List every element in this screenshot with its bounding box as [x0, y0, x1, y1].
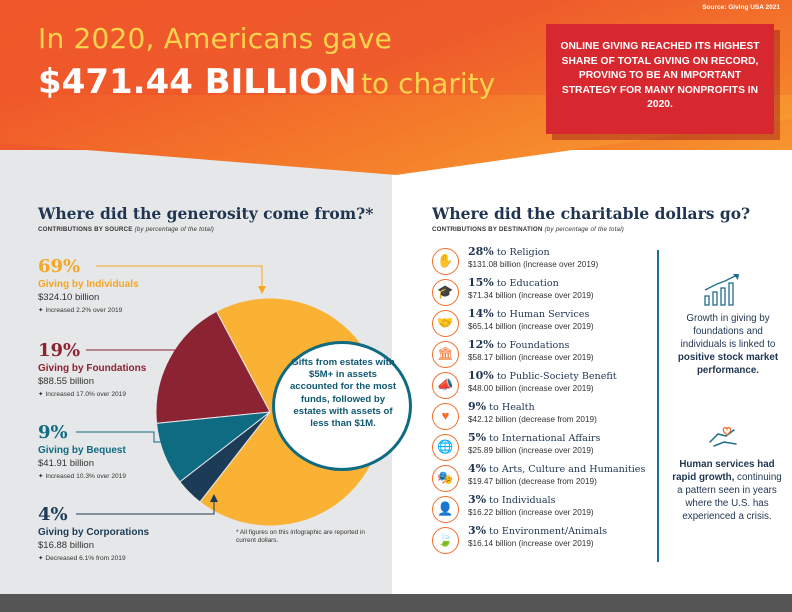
human-services-note: Human services had rapid growth, continu…	[672, 459, 782, 522]
source-pct: 4%	[38, 504, 68, 525]
source-bequest: 9% Giving by Bequest $41.91 billion ✦ In…	[38, 422, 126, 480]
callout-lead: ONLINE GIVING	[560, 41, 639, 52]
leaf-icon: 🍃	[432, 527, 459, 554]
destination-individuals: 👤 3% to Individuals $16.22 billion (incr…	[432, 493, 652, 526]
destination-title: 12% to Foundations	[468, 338, 570, 351]
destination-health: ♥ 9% to Health $42.12 billion (decrease …	[432, 400, 652, 433]
connector-individuals	[96, 265, 263, 288]
source-citation: Source: Giving USA 2021	[702, 4, 780, 11]
dollars-footnote: * All figures on this infographic are re…	[236, 529, 365, 544]
source-individuals: 69% Giving by Individuals $324.10 billio…	[38, 256, 139, 314]
destination-title: 9% to Health	[468, 400, 535, 413]
destination-title: 28% to Religion	[468, 245, 550, 258]
destination-amount: $25.89 billion (increase over 2019)	[468, 446, 594, 455]
source-pct: 19%	[38, 340, 81, 361]
source-corporations: 4% Giving by Corporations $16.88 billion…	[38, 504, 149, 562]
destination-arts: 🎭 4% to Arts, Culture and Humanities $19…	[432, 462, 652, 495]
destination-religion: ✋ 28% to Religion $131.08 billion (incre…	[432, 245, 652, 278]
source-pct: 69%	[38, 256, 81, 277]
right-subtitle-text: CONTRIBUTIONS BY DESTINATION	[432, 226, 543, 233]
destination-amount: $58.17 billion (increase over 2019)	[468, 353, 594, 362]
source-pct: 9%	[38, 422, 68, 443]
source-name: Giving by Individuals	[38, 279, 139, 290]
globe-icon: 🌐	[432, 434, 459, 461]
source-change: ✦ Increased 2.2% over 2019	[38, 307, 123, 314]
source-name: Giving by Foundations	[38, 363, 147, 374]
pie-slice-corporations	[179, 411, 271, 503]
heart-pulse-icon: ♥	[432, 403, 459, 430]
divider-line	[657, 250, 659, 562]
arrow-individuals	[258, 286, 266, 294]
headline-suffix: to charity	[361, 67, 496, 100]
destination-title: 4% to Arts, Culture and Humanities	[468, 462, 646, 475]
right-subtitle-note: (by percentage of the total)	[544, 226, 625, 233]
source-name: Giving by Corporations	[38, 527, 150, 538]
source-foundations: 19% Giving by Foundations $88.55 billion…	[38, 340, 146, 398]
callout-text: REACHED ITS HIGHEST SHARE OF TOTAL GIVIN…	[561, 41, 760, 110]
source-name: Giving by Bequest	[38, 445, 126, 456]
destination-amount: $16.14 billion (increase over 2019)	[468, 539, 594, 548]
destination-international: 🌐 5% to International Affairs $25.89 bil…	[432, 431, 652, 464]
left-subtitle-note: (by percentage of the total)	[134, 226, 215, 233]
pie-slice-foundations	[155, 310, 271, 424]
left-section-subtitle: CONTRIBUTIONS BY SOURCE (by percentage o…	[38, 226, 214, 233]
source-change: ✦ Increased 10.3% over 2019	[38, 473, 127, 480]
arrow-corporations	[210, 494, 218, 502]
arrow-bequest	[170, 438, 178, 446]
source-amount: $16.88 billion	[38, 540, 94, 551]
destination-title: 15% to Education	[468, 276, 559, 289]
left-subtitle-text: CONTRIBUTIONS BY SOURCE	[38, 226, 133, 233]
destination-amount: $131.08 billion (increase over 2019)	[468, 260, 599, 269]
destination-foundations: 🏛 12% to Foundations $58.17 billion (inc…	[432, 338, 652, 371]
growth-chart-icon	[704, 274, 739, 306]
destination-title: 14% to Human Services	[468, 307, 590, 320]
praying-hands-icon: ✋	[432, 248, 459, 275]
headline-line2: $471.44 BILLION to charity	[38, 62, 495, 102]
online-giving-callout: ONLINE GIVING REACHED ITS HIGHEST SHARE …	[546, 24, 774, 134]
building-columns-icon: 🏛	[432, 341, 459, 368]
megaphone-icon: 📣	[432, 372, 459, 399]
foundations-growth-note: Growth in giving by foundations and indi…	[677, 313, 779, 376]
source-amount: $324.10 billion	[38, 292, 100, 303]
estate-gifts-text: Gifts from estates with $5M+ in assets a…	[289, 357, 397, 430]
destination-amount: $19.47 billion (decrease from 2019)	[468, 477, 597, 486]
destination-amount: $48.00 billion (increase over 2019)	[468, 384, 594, 393]
destination-title: 3% to Environment/Animals	[468, 524, 608, 537]
destination-amount: $65.14 billion (increase over 2019)	[468, 322, 594, 331]
estate-gifts-bubble	[272, 341, 412, 471]
destination-amount: $71.34 billion (increase over 2019)	[468, 291, 594, 300]
headline-line1: In 2020, Americans gave	[38, 22, 393, 55]
destination-title: 5% to International Affairs	[468, 431, 601, 444]
person-icon: 👤	[432, 496, 459, 523]
destination-human-services: 🤝 14% to Human Services $65.14 billion (…	[432, 307, 652, 340]
destination-title: 10% to Public-Society Benefit	[468, 369, 617, 382]
destination-amount: $42.12 billion (decrease from 2019)	[468, 415, 597, 424]
source-change: ✦ Decreased 6.1% from 2019	[38, 555, 126, 562]
right-section-subtitle: CONTRIBUTIONS BY DESTINATION (by percent…	[432, 226, 624, 233]
source-amount: $88.55 billion	[38, 376, 94, 387]
graduation-cap-icon: 🎓	[432, 279, 459, 306]
destination-environment: 🍃 3% to Environment/Animals $16.14 billi…	[432, 524, 652, 557]
destination-amount: $16.22 billion (increase over 2019)	[468, 508, 594, 517]
helping-hands-icon: 🤝	[432, 310, 459, 337]
footer-bar	[0, 594, 792, 612]
left-section-title: Where did the generosity come from?*	[38, 204, 374, 223]
destination-public-society: 📣 10% to Public-Society Benefit $48.00 b…	[432, 369, 652, 402]
theater-icon: 🎭	[432, 465, 459, 492]
arrow-foundations	[182, 346, 190, 354]
source-change: ✦ Increased 17.0% over 2019	[38, 391, 127, 398]
source-amount: $41.91 billion	[38, 458, 94, 469]
right-panel-background	[392, 150, 792, 595]
headline-amount: $471.44 BILLION	[38, 62, 357, 102]
helping-hands-icon	[709, 426, 737, 447]
right-section-title: Where did the charitable dollars go?	[432, 204, 751, 223]
destination-education: 🎓 15% to Education $71.34 billion (incre…	[432, 276, 652, 309]
destination-title: 3% to Individuals	[468, 493, 556, 506]
